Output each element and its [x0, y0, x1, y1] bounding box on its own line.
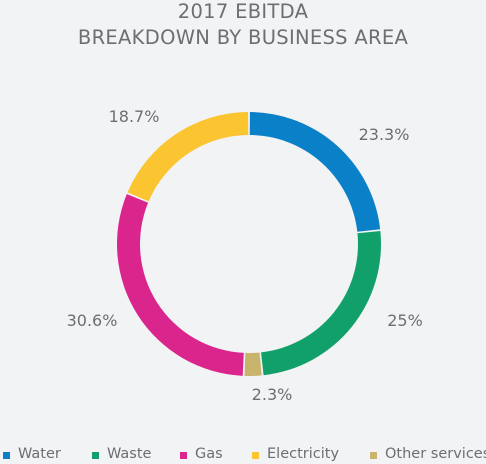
legend-label-electricity: Electricity: [267, 446, 340, 462]
legend-swatch-waste: [92, 452, 99, 459]
legend-label-water: Water: [18, 446, 61, 462]
data-label-electricity: 18.7%: [109, 107, 160, 126]
data-label-gas: 30.6%: [67, 311, 118, 330]
donut-slice-other-services: [244, 352, 262, 376]
donut-slice-electricity: [127, 112, 249, 202]
legend-label-waste: Waste: [107, 446, 152, 462]
legend-label-other-services: Other services: [385, 446, 486, 462]
donut-chart: 23.3% 25% 2.3% 30.6% 18.7%: [67, 107, 423, 404]
donut-slice-water: [249, 112, 381, 232]
donut-slice-waste: [261, 231, 381, 376]
donut-slice-gas: [116, 194, 244, 376]
chart-legend: Water Waste Gas Electricity Other services: [0, 442, 486, 464]
chart-title-line2: BREAKDOWN BY BUSINESS AREA: [77, 26, 409, 49]
data-label-other-services: 2.3%: [252, 385, 293, 404]
data-label-water: 23.3%: [359, 125, 410, 144]
legend-swatch-other-services: [370, 452, 377, 459]
data-label-waste: 25%: [387, 311, 423, 330]
legend-swatch-water: [3, 452, 10, 459]
legend-swatch-electricity: [252, 452, 259, 459]
legend-label-gas: Gas: [195, 446, 223, 462]
legend-swatch-gas: [180, 452, 187, 459]
chart-title-line1: 2017 EBITDA: [177, 0, 309, 23]
